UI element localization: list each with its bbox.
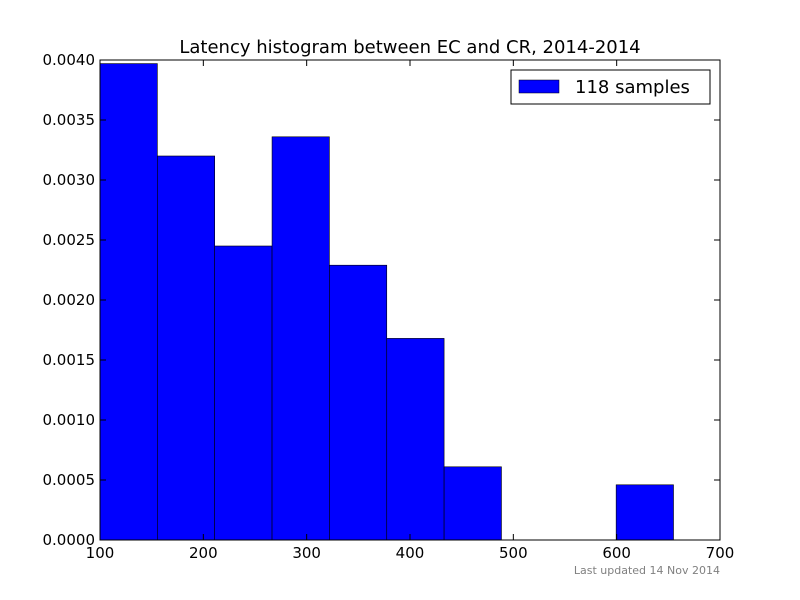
x-tick-label: 700	[706, 544, 735, 562]
histogram-bar	[157, 155, 216, 541]
histogram-bar	[329, 264, 388, 541]
x-axis: 100 200 300 400 500 600 700	[86, 60, 735, 562]
y-tick-label: 0.0025	[43, 231, 96, 249]
y-tick-label: 0.0005	[43, 471, 96, 489]
y-axis: 0.0000 0.0005 0.0010 0.0015 0.0020 0.0025 0.00…	[43, 51, 720, 549]
last-updated-note: Last updated 14 Nov 2014	[574, 564, 720, 577]
legend: 118 samples	[510, 69, 711, 105]
x-tick-label: 600	[602, 544, 631, 562]
histogram-bar	[443, 466, 502, 541]
y-tick-label: 0.0035	[43, 111, 96, 129]
histogram-bar	[99, 63, 158, 541]
y-tick-label: 0.0000	[43, 531, 96, 549]
histogram-bar	[271, 136, 330, 541]
histogram-bar	[386, 338, 445, 541]
chart-title: Latency histogram between EC and CR, 201…	[179, 37, 640, 58]
histogram-bar	[214, 245, 273, 541]
x-tick-label: 400	[396, 544, 425, 562]
y-tick-label: 0.0020	[43, 291, 96, 309]
y-tick-label: 0.0030	[43, 171, 96, 189]
x-tick-label: 500	[499, 544, 528, 562]
y-tick-label: 0.0040	[43, 51, 96, 69]
legend-label: 118 samples	[575, 77, 690, 98]
legend-swatch	[518, 79, 560, 94]
y-tick-label: 0.0015	[43, 351, 96, 369]
x-tick-label: 200	[189, 544, 218, 562]
x-tick-label: 300	[292, 544, 321, 562]
bars-group	[99, 63, 674, 541]
y-tick-label: 0.0010	[43, 411, 96, 429]
histogram-bar	[615, 484, 674, 541]
x-tick-label: 100	[86, 544, 115, 562]
